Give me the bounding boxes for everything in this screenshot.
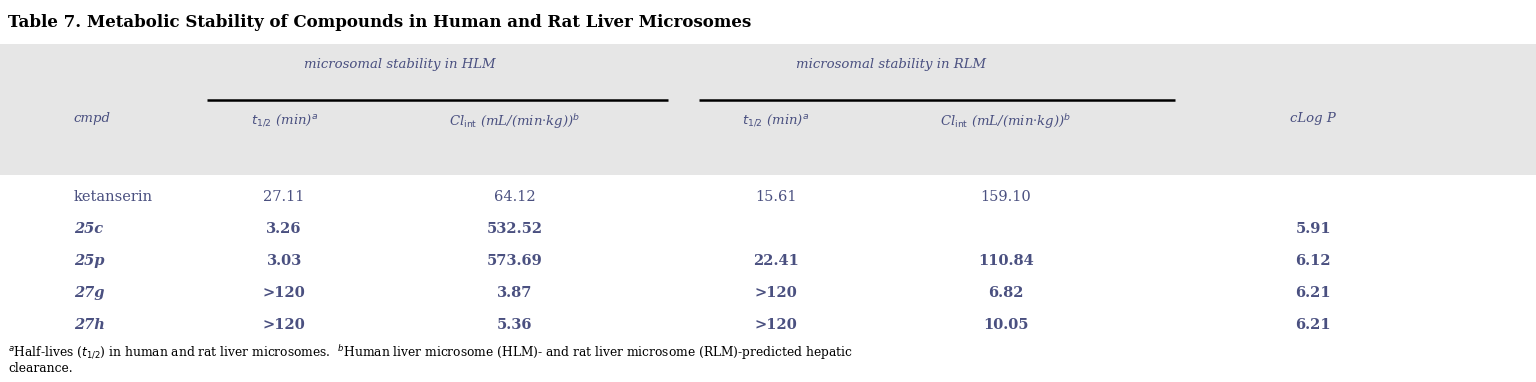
Text: 3.26: 3.26 [266,222,303,236]
Text: 25c: 25c [74,222,103,236]
Text: 64.12: 64.12 [493,190,536,204]
Text: 573.69: 573.69 [487,254,542,268]
Text: 27.11: 27.11 [264,190,304,204]
Text: 6.21: 6.21 [1295,318,1332,332]
Text: 6.82: 6.82 [988,286,1025,300]
Bar [0,44,1536,175]
Text: Cl$_{\rm int}$ (mL/(min$\cdot$kg))$^b$: Cl$_{\rm int}$ (mL/(min$\cdot$kg))$^b$ [449,112,581,131]
Text: 3.03: 3.03 [267,254,301,268]
Text: 5.91: 5.91 [1295,222,1332,236]
Text: 10.05: 10.05 [983,318,1029,332]
Text: 15.61: 15.61 [754,190,797,204]
Text: 27h: 27h [74,318,104,332]
Text: cmpd: cmpd [74,112,111,125]
Text: $t_{1/2}$ (min)$^a$: $t_{1/2}$ (min)$^a$ [250,112,318,128]
Text: 6.12: 6.12 [1295,254,1332,268]
Text: 159.10: 159.10 [980,190,1032,204]
Text: 110.84: 110.84 [978,254,1034,268]
Text: 3.87: 3.87 [496,286,533,300]
Text: >120: >120 [754,318,797,332]
Text: 6.21: 6.21 [1295,286,1332,300]
Text: Cl$_{\rm int}$ (mL/(min$\cdot$kg))$^b$: Cl$_{\rm int}$ (mL/(min$\cdot$kg))$^b$ [940,112,1072,131]
Text: 532.52: 532.52 [487,222,542,236]
Text: $t_{1/2}$ (min)$^a$: $t_{1/2}$ (min)$^a$ [742,112,809,128]
Text: cLog P: cLog P [1290,112,1336,125]
Text: 27g: 27g [74,286,104,300]
Text: microsomal stability in RLM: microsomal stability in RLM [796,58,986,71]
Text: >120: >120 [263,318,306,332]
Text: 25p: 25p [74,254,104,268]
Text: Table 7. Metabolic Stability of Compounds in Human and Rat Liver Microsomes: Table 7. Metabolic Stability of Compound… [8,14,751,31]
Text: microsomal stability in HLM: microsomal stability in HLM [304,58,495,71]
Text: 22.41: 22.41 [753,254,799,268]
Text: >120: >120 [754,286,797,300]
Text: ketanserin: ketanserin [74,190,154,204]
Text: $^a$Half-lives ($t_{1/2}$) in human and rat liver microsomes.  $^b$Human liver m: $^a$Half-lives ($t_{1/2}$) in human and … [8,344,852,363]
Text: 5.36: 5.36 [496,318,533,332]
Text: clearance.: clearance. [8,362,72,375]
Text: >120: >120 [263,286,306,300]
